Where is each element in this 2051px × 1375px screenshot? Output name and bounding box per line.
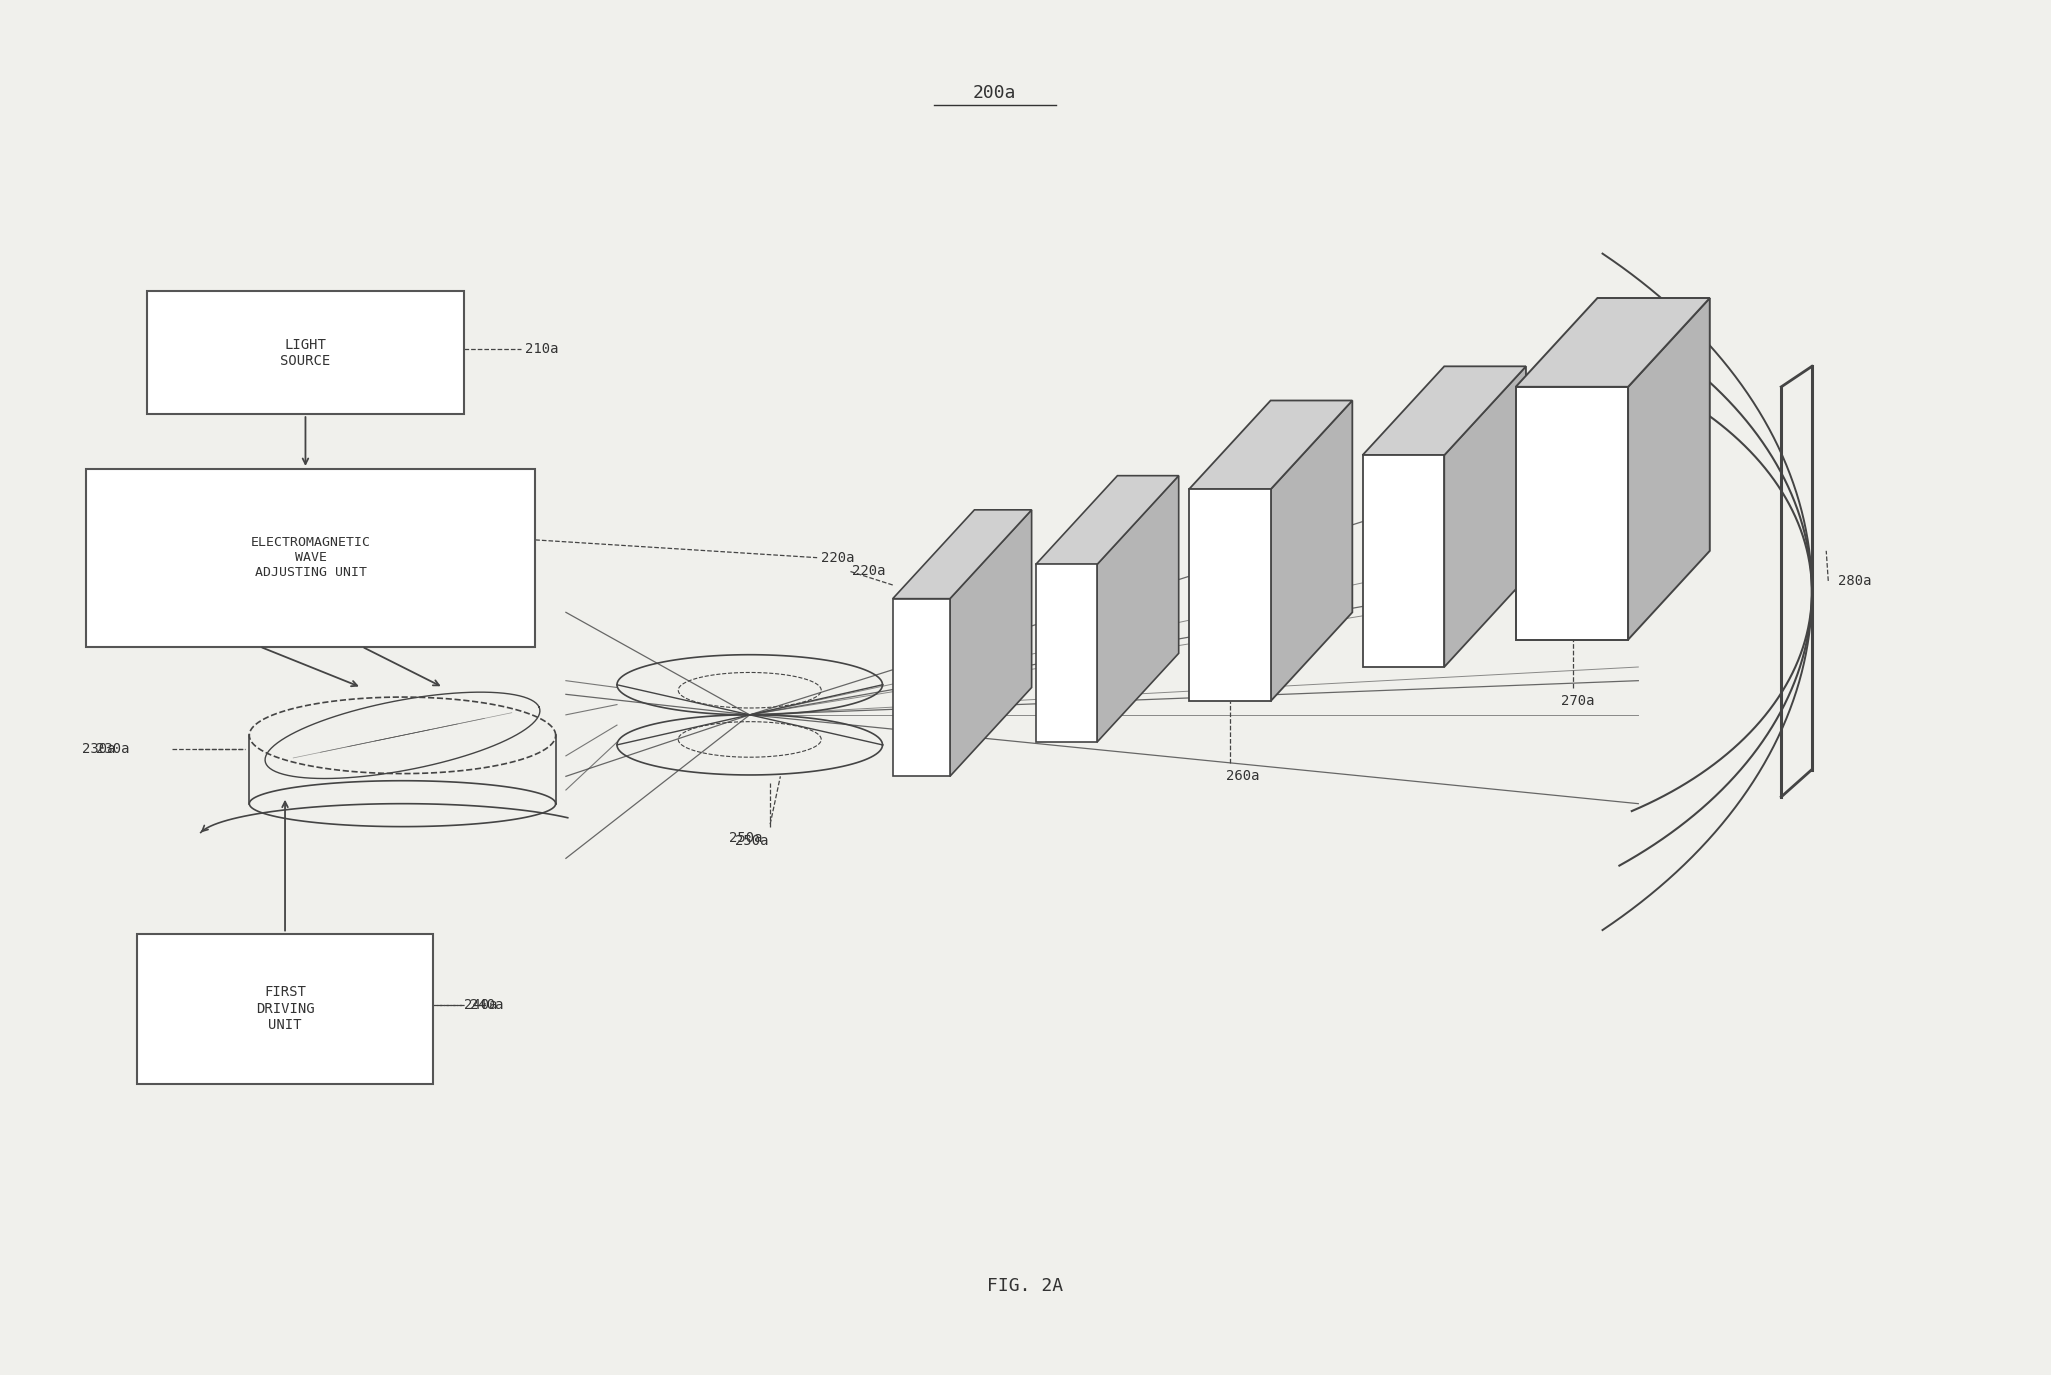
Text: FIG. 2A: FIG. 2A (987, 1277, 1064, 1295)
Polygon shape (1516, 386, 1628, 639)
Polygon shape (950, 510, 1032, 777)
Text: 210a: 210a (525, 341, 558, 356)
Text: 220a: 220a (851, 564, 886, 579)
Text: 200a: 200a (972, 84, 1017, 102)
FancyBboxPatch shape (148, 292, 464, 414)
Polygon shape (1036, 565, 1097, 743)
Polygon shape (1190, 400, 1352, 490)
FancyBboxPatch shape (86, 469, 535, 646)
Polygon shape (1444, 366, 1526, 667)
Polygon shape (1628, 298, 1711, 639)
Text: 250a: 250a (736, 833, 769, 847)
Polygon shape (1362, 366, 1526, 455)
Polygon shape (892, 510, 1032, 598)
Polygon shape (1272, 400, 1352, 701)
FancyBboxPatch shape (137, 934, 433, 1084)
Text: 240a: 240a (470, 998, 502, 1012)
Text: 240a: 240a (464, 998, 496, 1012)
Polygon shape (1362, 455, 1444, 667)
Text: 270a: 270a (1561, 694, 1594, 708)
Polygon shape (1190, 490, 1272, 701)
Text: 250a: 250a (730, 830, 763, 844)
Text: LIGHT
SOURCE: LIGHT SOURCE (281, 338, 330, 367)
Text: 220a: 220a (820, 550, 855, 565)
Text: 260a: 260a (1226, 770, 1259, 784)
Polygon shape (892, 598, 950, 777)
Polygon shape (1097, 476, 1179, 742)
Text: 230a: 230a (82, 742, 115, 756)
Text: ELECTROMAGNETIC
WAVE
ADJUSTING UNIT: ELECTROMAGNETIC WAVE ADJUSTING UNIT (250, 536, 371, 579)
Text: 280a: 280a (1838, 573, 1873, 588)
Text: FIRST
DRIVING
UNIT: FIRST DRIVING UNIT (256, 986, 314, 1031)
Text: 230a: 230a (96, 742, 129, 756)
Polygon shape (1036, 476, 1179, 565)
Polygon shape (1516, 298, 1711, 386)
